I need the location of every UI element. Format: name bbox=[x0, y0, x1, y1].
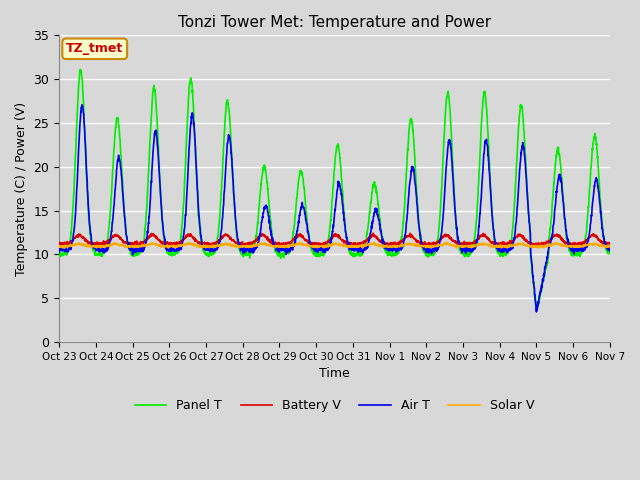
Battery V bbox=[351, 240, 358, 246]
Battery V bbox=[573, 241, 581, 247]
Solar V bbox=[61, 245, 68, 251]
Panel T bbox=[495, 249, 502, 255]
Battery V bbox=[55, 240, 63, 246]
Air T bbox=[495, 248, 502, 253]
Air T bbox=[532, 309, 540, 315]
Panel T bbox=[351, 254, 358, 260]
Battery V bbox=[369, 230, 377, 236]
Air T bbox=[209, 249, 217, 254]
Panel T bbox=[363, 234, 371, 240]
Air T bbox=[606, 247, 614, 253]
Title: Tonzi Tower Met: Temperature and Power: Tonzi Tower Met: Temperature and Power bbox=[178, 15, 491, 30]
Panel T bbox=[558, 174, 566, 180]
Air T bbox=[78, 102, 86, 108]
Line: Battery V: Battery V bbox=[59, 233, 610, 246]
Solar V bbox=[558, 242, 566, 248]
Solar V bbox=[55, 243, 63, 249]
Solar V bbox=[495, 244, 503, 250]
Battery V bbox=[209, 240, 217, 246]
Solar V bbox=[606, 243, 614, 249]
Panel T bbox=[55, 251, 63, 257]
Panel T bbox=[209, 252, 217, 257]
Battery V bbox=[495, 241, 503, 247]
Solar V bbox=[573, 243, 581, 249]
Solar V bbox=[351, 244, 358, 250]
Air T bbox=[573, 245, 581, 251]
Legend: Panel T, Battery V, Air T, Solar V: Panel T, Battery V, Air T, Solar V bbox=[130, 394, 539, 417]
Battery V bbox=[558, 238, 566, 243]
X-axis label: Time: Time bbox=[319, 367, 350, 380]
Text: TZ_tmet: TZ_tmet bbox=[66, 42, 124, 55]
Panel T bbox=[573, 253, 581, 259]
Line: Solar V: Solar V bbox=[59, 242, 610, 248]
Battery V bbox=[606, 241, 614, 247]
Panel T bbox=[533, 308, 541, 313]
Solar V bbox=[209, 242, 217, 248]
Solar V bbox=[442, 240, 450, 245]
Y-axis label: Temperature (C) / Power (V): Temperature (C) / Power (V) bbox=[15, 102, 28, 276]
Air T bbox=[558, 180, 566, 186]
Air T bbox=[351, 246, 358, 252]
Line: Panel T: Panel T bbox=[59, 69, 610, 311]
Battery V bbox=[100, 243, 108, 249]
Air T bbox=[363, 246, 371, 252]
Line: Air T: Air T bbox=[59, 105, 610, 312]
Panel T bbox=[77, 66, 84, 72]
Panel T bbox=[606, 251, 614, 257]
Battery V bbox=[363, 237, 371, 242]
Solar V bbox=[363, 241, 371, 247]
Air T bbox=[55, 250, 63, 255]
